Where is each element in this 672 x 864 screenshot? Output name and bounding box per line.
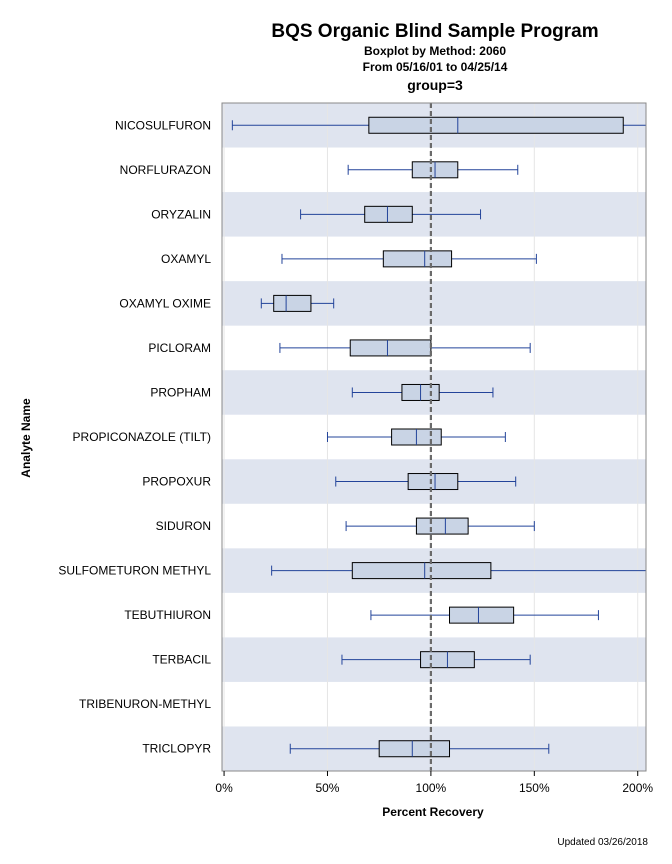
category-labels: NICOSULFURON NORFLURAZON ORYZALIN OXAMYL OXA… — [58, 118, 211, 755]
category-label: SULFOMETURON METHYL — [58, 564, 211, 578]
x-tick-label: 150% — [519, 781, 550, 795]
box-item — [271, 562, 646, 580]
x-axis: 0% 50% 100% 150% 200% — [215, 771, 653, 795]
box-item — [260, 294, 335, 312]
box-iqr — [415, 517, 469, 535]
box-item — [279, 339, 531, 357]
category-label: TERBACIL — [152, 653, 211, 667]
x-tick-label: 200% — [622, 781, 653, 795]
plot-frame — [221, 102, 647, 772]
category-label: NORFLURAZON — [120, 163, 211, 177]
chart-subtitle-method: Boxplot by Method: 2060 — [364, 44, 506, 58]
box-item — [341, 651, 531, 669]
category-label: NICOSULFURON — [115, 118, 211, 132]
category-label: TEBUTHIURON — [124, 608, 211, 622]
box-item — [351, 383, 494, 401]
x-tick-label: 50% — [315, 781, 339, 795]
updated-footnote: Updated 03/26/2018 — [557, 837, 648, 848]
category-label: PROPOXUR — [142, 475, 211, 489]
x-tick-label: 0% — [215, 781, 233, 795]
category-label: OXAMYL OXIME — [119, 296, 211, 310]
category-label: PICLORAM — [148, 341, 211, 355]
box-iqr — [407, 473, 459, 491]
x-axis-title: Percent Recovery — [382, 805, 484, 819]
category-label: TRIBENURON-METHYL — [79, 697, 211, 711]
category-label: PROPHAM — [150, 385, 211, 399]
box-item — [347, 161, 519, 179]
chart-group-label: group=3 — [407, 77, 463, 93]
box-series — [231, 116, 646, 758]
box-item — [370, 606, 599, 624]
box-iqr — [349, 339, 432, 357]
chart-title: BQS Organic Blind Sample Program — [271, 21, 598, 42]
category-label: ORYZALIN — [151, 207, 211, 221]
box-iqr — [351, 562, 492, 580]
box-iqr — [273, 294, 312, 312]
box-iqr — [382, 250, 453, 268]
x-tick-label: 100% — [416, 781, 447, 795]
box-item — [231, 116, 646, 134]
box-item — [326, 428, 506, 446]
box-item — [345, 517, 535, 535]
box-item — [300, 205, 482, 223]
y-axis-title: Analyte Name — [19, 398, 33, 478]
box-iqr — [364, 205, 413, 223]
category-label: PROPICONAZOLE (TILT) — [73, 430, 211, 444]
box-item — [281, 250, 537, 268]
box-iqr — [378, 740, 451, 758]
chart-subtitle-daterange: From 05/16/01 to 04/25/14 — [363, 60, 508, 74]
category-label: SIDURON — [156, 519, 211, 533]
category-label: TRICLOPYR — [142, 742, 211, 756]
box-iqr — [449, 606, 515, 624]
box-item — [335, 473, 517, 491]
box-iqr — [368, 116, 624, 134]
category-label: OXAMYL — [161, 252, 211, 266]
